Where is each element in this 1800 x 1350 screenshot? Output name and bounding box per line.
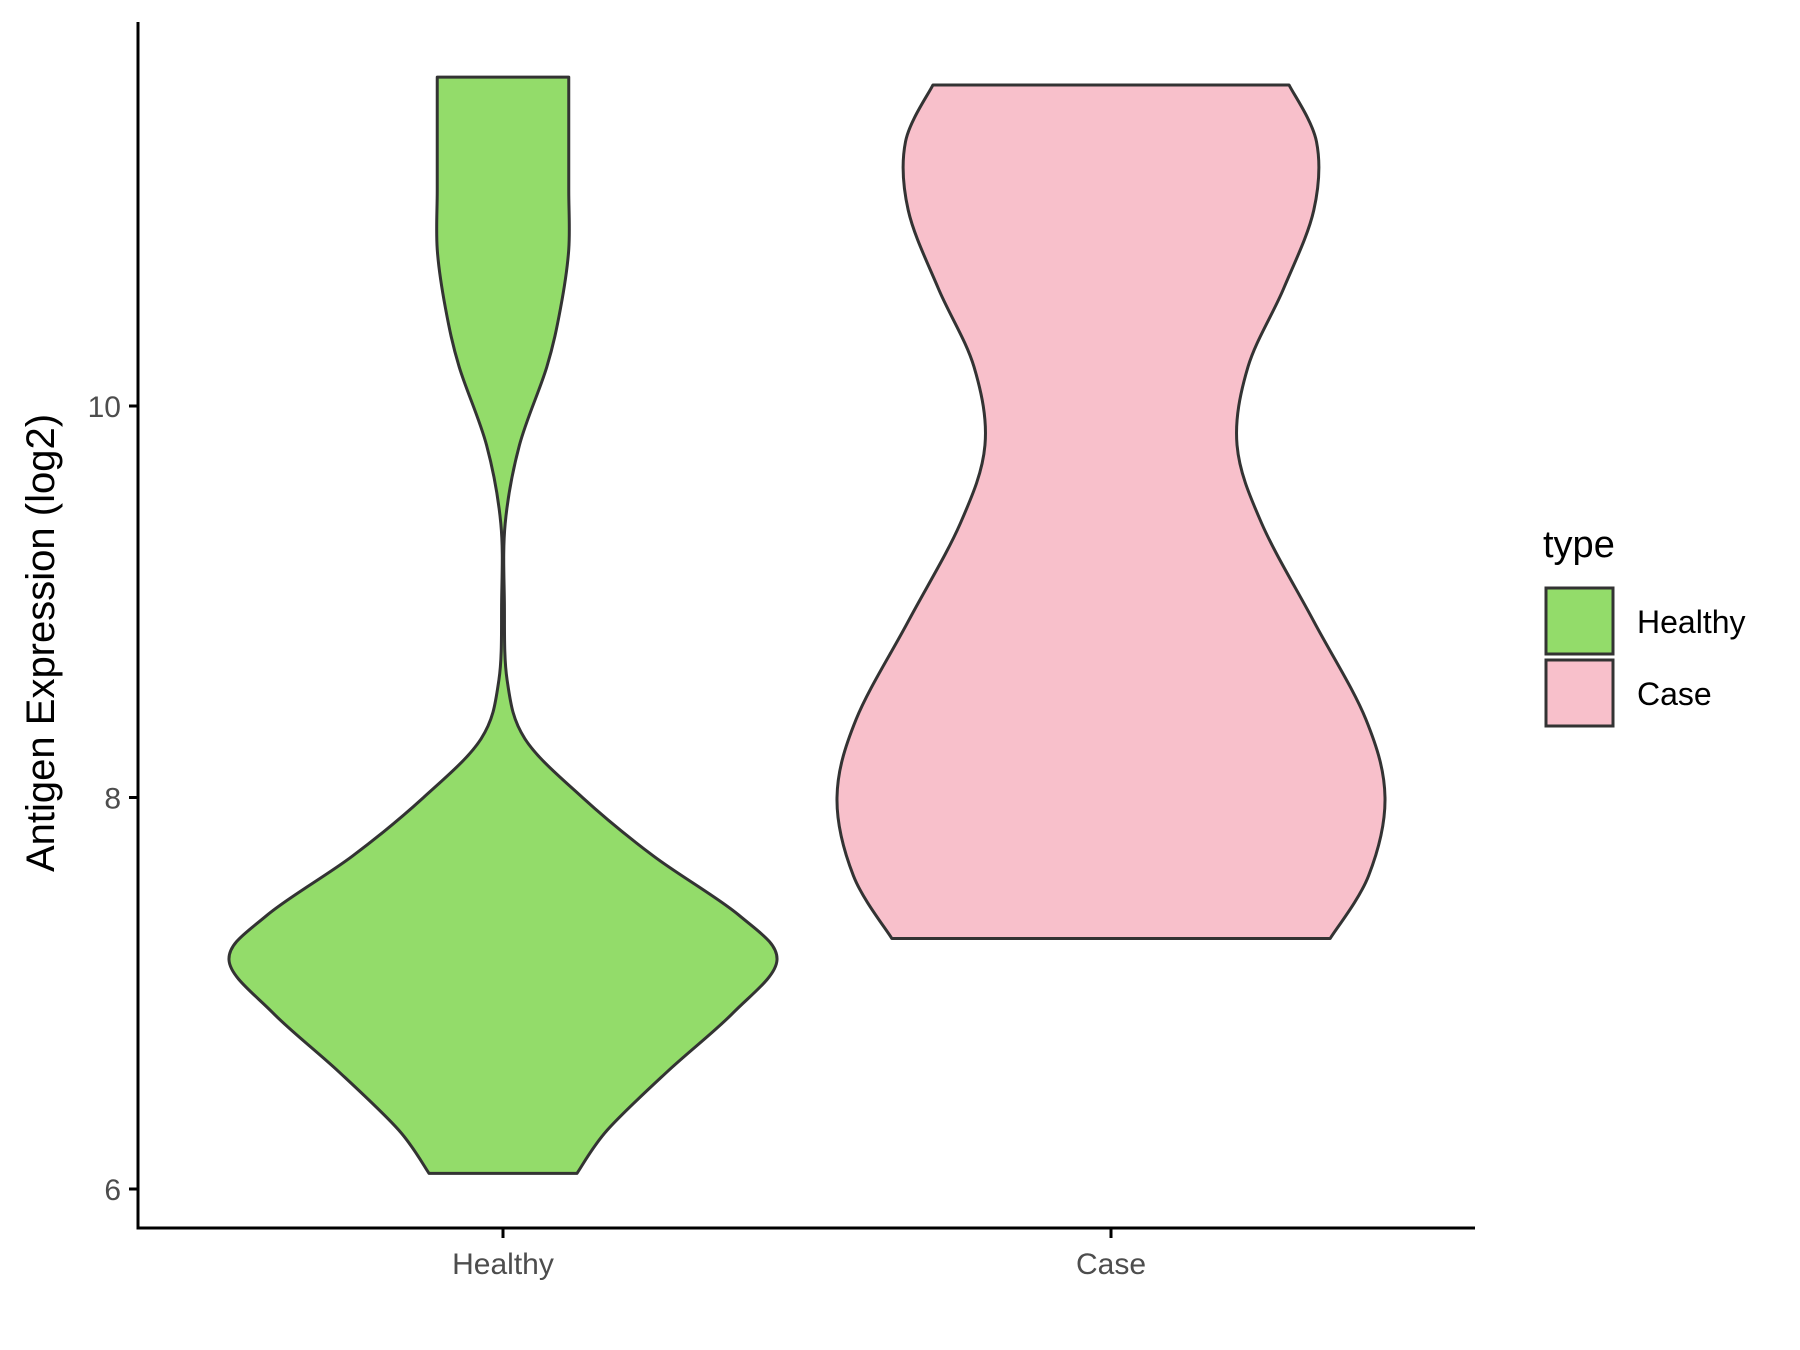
y-tick-label: 8 — [104, 783, 121, 816]
y-axis-title: Antigen Expression (log2) — [19, 414, 63, 872]
legend-title: type — [1543, 524, 1615, 566]
violin-healthy — [227, 75, 779, 1175]
x-axis-ticks: Healthy Case — [452, 1228, 1146, 1281]
legend: type Healthy Case — [1543, 524, 1746, 728]
x-tick-label-healthy: Healthy — [452, 1248, 554, 1281]
legend-label-healthy: Healthy — [1637, 604, 1746, 640]
x-tick-label-case: Case — [1076, 1248, 1146, 1281]
violin-layer — [227, 75, 1387, 1175]
y-axis-ticks: 6 8 10 — [88, 391, 138, 1207]
violin-case — [835, 83, 1387, 940]
y-tick-label: 10 — [88, 391, 121, 424]
y-tick-label: 6 — [104, 1174, 121, 1207]
legend-key-healthy — [1544, 586, 1615, 656]
legend-key-case — [1544, 658, 1615, 728]
legend-label-case: Case — [1637, 676, 1712, 712]
